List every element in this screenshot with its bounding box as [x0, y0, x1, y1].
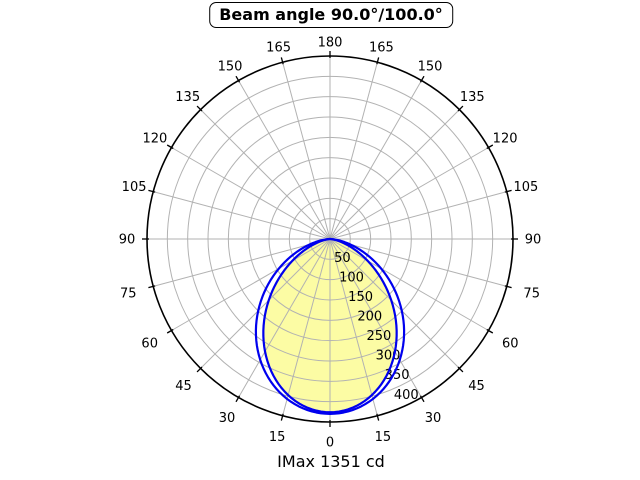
theta-label-R120: 120 [493, 131, 518, 146]
grid-ray [153, 238, 331, 287]
radial-label-150: 150 [348, 290, 373, 305]
theta-label-L75: 75 [120, 287, 137, 302]
theta-label-R105: 105 [513, 180, 538, 195]
theta-label-L120: 120 [142, 131, 167, 146]
theta-tick [196, 105, 203, 112]
theta-tick [419, 395, 425, 403]
theta-label-R30: 30 [425, 411, 442, 426]
grid-ray [329, 238, 460, 369]
theta-label-L90: 90 [119, 233, 136, 248]
grid-ray [329, 147, 489, 240]
theta-tick [457, 105, 464, 112]
theta-tick [376, 57, 380, 65]
grid-ray [329, 238, 507, 287]
beam-profile-outer [254, 237, 406, 415]
theta-label-L105: 105 [122, 180, 147, 195]
theta-label-L45: 45 [175, 379, 192, 394]
imax-label: IMax 1351 cd [277, 452, 385, 471]
theta-label-R180: 180 [318, 36, 343, 51]
theta-label-R15: 15 [375, 430, 392, 445]
grid-ray [329, 238, 422, 398]
theta-tick [504, 285, 512, 289]
grid-ray [282, 238, 331, 416]
theta-tick [280, 413, 284, 421]
grid-ray [238, 238, 331, 398]
theta-tick [419, 75, 425, 83]
theta-tick [280, 57, 284, 65]
grid-ray [200, 109, 331, 240]
theta-label-L165: 165 [266, 41, 291, 56]
theta-tick [148, 189, 156, 193]
theta-tick [504, 189, 512, 193]
grid-ray [238, 80, 331, 240]
grid-ray [329, 80, 422, 240]
theta-label-R135: 135 [460, 90, 485, 105]
theta-label-R0: 0 [326, 436, 334, 451]
grid-ray [329, 109, 460, 240]
theta-label-L60: 60 [141, 337, 158, 352]
radial-label-100: 100 [339, 270, 364, 285]
theta-label-R165: 165 [369, 41, 394, 56]
beam-profile-inner [262, 237, 398, 414]
radial-label-300: 300 [376, 349, 401, 364]
grid-ray [329, 191, 507, 240]
radial-label-200: 200 [357, 310, 382, 325]
theta-tick [457, 366, 464, 373]
radial-label-400: 400 [394, 388, 419, 403]
grid-ray [329, 238, 489, 331]
grid-ray [171, 147, 331, 240]
theta-label-R150: 150 [418, 59, 443, 74]
theta-tick [166, 144, 174, 150]
radial-label-50: 50 [334, 251, 351, 266]
theta-tick [235, 75, 241, 83]
grid-ray [200, 238, 331, 369]
theta-tick [486, 328, 494, 334]
theta-label-L15: 15 [269, 430, 286, 445]
grid-ray [282, 62, 331, 240]
theta-tick [196, 366, 203, 373]
grid-ray [171, 238, 331, 331]
theta-label-R75: 75 [523, 287, 540, 302]
theta-label-R45: 45 [468, 379, 485, 394]
polar-grid [147, 56, 513, 422]
theta-label-L150: 150 [218, 59, 243, 74]
theta-tick [148, 285, 156, 289]
theta-tick [486, 144, 494, 150]
theta-tick [166, 328, 174, 334]
theta-tick [235, 395, 241, 403]
radial-label-250: 250 [366, 329, 391, 344]
grid-ray [329, 62, 378, 240]
theta-label-L135: 135 [175, 90, 200, 105]
chart-title: Beam angle 90.0°/100.0° [209, 2, 453, 28]
theta-tick [376, 413, 380, 421]
theta-label-R90: 90 [525, 233, 542, 248]
theta-label-R60: 60 [502, 337, 519, 352]
theta-label-L30: 30 [219, 411, 236, 426]
polar-axis [142, 51, 518, 427]
grid-ray [153, 191, 331, 240]
beam-curves [254, 237, 406, 415]
grid-ray [329, 238, 378, 416]
theta-labels: 0 15 15 30 30 45 45 60 60 75 75 90 90 105 105 120 120 135… [119, 36, 542, 451]
